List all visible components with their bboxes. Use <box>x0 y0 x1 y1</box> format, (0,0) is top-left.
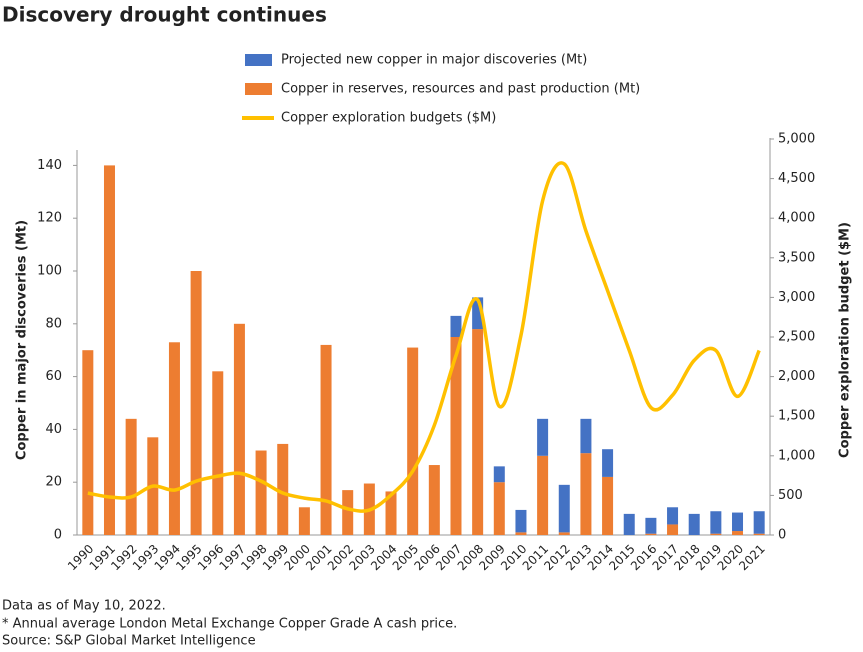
bar <box>103 165 115 535</box>
bar <box>602 449 614 477</box>
bar <box>710 511 722 534</box>
legend-label: Copper in reserves, resources and past p… <box>281 82 640 97</box>
y-tick-label: 140 <box>37 158 62 173</box>
bar <box>385 491 397 535</box>
y2-tick-label: 1,500 <box>778 409 815 424</box>
bar <box>82 350 94 535</box>
y-tick-label: 100 <box>37 264 62 279</box>
y2-tick-label: 5,000 <box>778 132 815 147</box>
x-tick-label: 2021 <box>736 542 767 573</box>
bar <box>667 507 679 525</box>
legend-swatch <box>245 83 272 95</box>
bar <box>277 443 289 535</box>
y-tick-label: 0 <box>54 528 62 543</box>
bar <box>298 507 310 535</box>
y-axis-label: Copper in major discoveries (Mt) <box>15 220 30 460</box>
y2-tick-label: 2,500 <box>778 330 815 345</box>
legend-label: Projected new copper in major discoverie… <box>281 53 587 68</box>
bar <box>537 455 549 535</box>
y-tick-label: 60 <box>45 369 62 384</box>
bar <box>212 371 224 535</box>
bar <box>623 513 635 535</box>
y2-tick-label: 3,000 <box>778 290 815 305</box>
bar <box>667 524 679 535</box>
bar <box>558 484 570 533</box>
bar <box>602 476 614 535</box>
note: * Annual average London Metal Exchange C… <box>2 617 457 632</box>
y2-tick-label: 0 <box>778 528 786 543</box>
bar <box>342 490 354 535</box>
bar <box>688 513 700 535</box>
bar <box>558 532 570 535</box>
y-tick-label: 20 <box>45 475 62 490</box>
y2-tick-label: 4,500 <box>778 171 815 186</box>
y2-axis-label: Copper exploration budget ($M) <box>838 222 853 458</box>
bar <box>472 329 484 535</box>
y-tick-label: 80 <box>45 316 62 331</box>
bar <box>472 297 484 330</box>
bar <box>580 418 592 454</box>
y2-tick-label: 2,000 <box>778 369 815 384</box>
bar <box>168 342 180 535</box>
bar <box>732 512 744 532</box>
bar <box>580 453 592 535</box>
bar <box>515 532 527 535</box>
bar <box>428 465 440 535</box>
bar <box>753 511 765 534</box>
bar <box>255 450 267 535</box>
y2-tick-label: 1,000 <box>778 448 815 463</box>
bar <box>710 533 722 535</box>
y2-tick-label: 3,500 <box>778 250 815 265</box>
bar <box>493 482 505 535</box>
bar <box>645 517 657 534</box>
y-tick-label: 120 <box>37 211 62 226</box>
legend-label: Copper exploration budgets ($M) <box>281 111 496 126</box>
legend-swatch <box>245 54 272 66</box>
bar <box>233 323 245 535</box>
chart-title: Discovery drought continues <box>2 3 327 27</box>
note: Source: S&P Global Market Intelligence <box>2 634 256 649</box>
bar <box>515 509 527 533</box>
bar <box>450 315 462 337</box>
bar <box>493 466 505 483</box>
bar <box>537 418 549 456</box>
note: Data as of May 10, 2022. <box>2 599 166 614</box>
bar <box>190 271 202 535</box>
bar <box>645 533 657 535</box>
bar <box>450 337 462 535</box>
bar <box>320 344 332 535</box>
bar <box>732 531 744 535</box>
y-tick-label: 40 <box>45 422 62 437</box>
line <box>87 161 761 513</box>
bar <box>753 533 765 535</box>
y2-tick-label: 4,000 <box>778 211 815 226</box>
y2-tick-label: 500 <box>778 488 803 503</box>
bar <box>407 347 419 535</box>
bar <box>125 418 137 535</box>
